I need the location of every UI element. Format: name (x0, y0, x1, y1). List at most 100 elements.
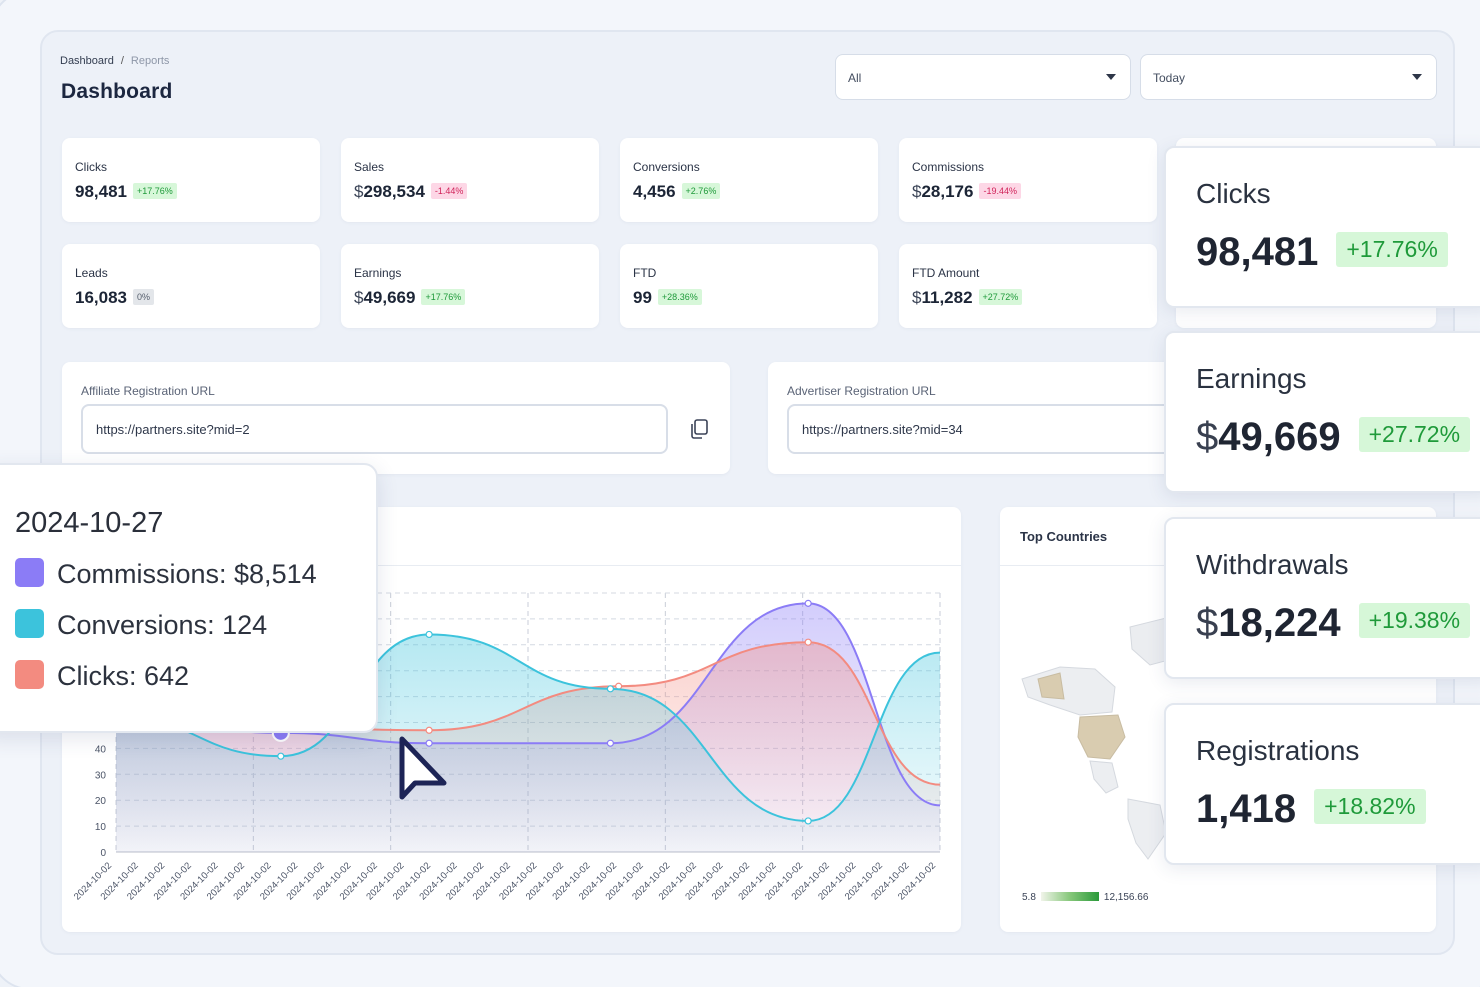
tooltip-row-conversions: Conversions: 124 (15, 609, 267, 641)
stat-value: $49,669 +17.76% (354, 288, 466, 308)
stat-label: FTD Amount (912, 266, 980, 280)
map-color-scale: 5.8 12,156.66 (1022, 892, 1148, 903)
map-region-mexico[interactable] (1089, 760, 1119, 794)
stat-label: Leads (75, 266, 108, 280)
stat-change-badge: -1.44% (430, 183, 468, 199)
stat-label: Commissions (912, 160, 985, 174)
highlight-value: 1,418 +18.82% (1196, 787, 1426, 832)
stat-value: $298,534 -1.44% (354, 182, 468, 202)
affiliate-url-field[interactable]: https://partners.site?mid=2 (81, 404, 668, 454)
stat-value: 16,083 0% (75, 288, 155, 308)
filter-select-period[interactable]: Today (1140, 54, 1437, 100)
stat-change-badge: +17.76% (133, 183, 177, 199)
filter-select-period-value: Today (1153, 71, 1186, 85)
map-scale-min: 5.8 (1022, 892, 1036, 903)
series-point-clicks (425, 726, 433, 734)
commissions-swatch (15, 558, 44, 587)
series-point-commissions (425, 739, 433, 747)
stat-label: Sales (354, 160, 385, 174)
highlight-card-clicks[interactable]: Clicks 98,481 +17.76% (1164, 146, 1480, 308)
map-region-usa[interactable] (1077, 714, 1126, 760)
map-region-alaska[interactable] (1037, 672, 1065, 700)
advertiser-url-field[interactable]: https://partners.site?mid=34 (787, 404, 1187, 454)
map-region-south-america[interactable] (1127, 798, 1167, 860)
highlight-value: $49,669 +27.72% (1196, 415, 1471, 460)
highlight-value: $18,224 +19.38% (1196, 601, 1471, 646)
stat-change-badge: +17.76% (421, 289, 466, 305)
highlight-label: Registrations (1196, 735, 1360, 766)
highlight-label: Clicks (1196, 178, 1271, 209)
chart-y-tick-label: 10 (95, 822, 107, 833)
tooltip-date: 2024-10-27 (15, 507, 164, 539)
highlight-label: Withdrawals (1196, 549, 1349, 580)
conversions-swatch (15, 609, 44, 638)
overview-area-chart[interactable]: 0102030402024-10-022024-10-022024-10-022… (62, 507, 961, 932)
highlight-change-badge: +18.82% (1314, 789, 1426, 824)
stat-card-earnings[interactable]: Earnings $49,669 +17.76% (341, 244, 599, 328)
series-point-conversions (277, 752, 285, 760)
stat-value: $11,282 +27.72% (912, 288, 1023, 308)
breadcrumb-current: Reports (130, 55, 170, 67)
stat-value: 98,481 +17.76% (75, 182, 177, 202)
chart-tooltip: 2024-10-27 Commissions: $8,514 Conversio… (0, 463, 378, 733)
affiliate-registration-card: Affiliate Registration URL https://partn… (62, 362, 730, 474)
highlight-card-earnings[interactable]: Earnings $49,669 +27.72% (1164, 331, 1480, 493)
stat-value: $28,176 -19.44% (912, 182, 1021, 202)
chart-card-divider (62, 565, 961, 566)
top-countries-title: Top Countries (1020, 529, 1108, 544)
highlight-value: 98,481 +17.76% (1196, 230, 1448, 275)
highlight-card-registrations[interactable]: Registrations 1,418 +18.82% (1164, 703, 1480, 865)
stat-card-clicks[interactable]: Clicks 98,481 +17.76% (62, 138, 320, 222)
stat-value: 4,456 +2.76% (633, 182, 721, 202)
map-scale-max: 12,156.66 (1103, 892, 1149, 903)
advertiser-url-label: Advertiser Registration URL (787, 384, 936, 398)
breadcrumb: Dashboard / Reports (60, 55, 169, 67)
highlight-change-badge: +27.72% (1358, 417, 1471, 452)
stat-card-sales[interactable]: Sales $298,534 -1.44% (341, 138, 599, 222)
affiliate-url-label: Affiliate Registration URL (81, 384, 215, 398)
chart-y-tick-label: 0 (100, 848, 106, 859)
highlight-card-withdrawals[interactable]: Withdrawals $18,224 +19.38% (1164, 517, 1480, 679)
tooltip-row-commissions: Commissions: $8,514 (15, 558, 317, 590)
series-point-commissions (804, 599, 812, 607)
chart-y-tick-label: 40 (95, 744, 107, 755)
filter-select-primary-value: All (848, 71, 862, 85)
series-point-conversions (606, 685, 615, 693)
chart-y-tick-label: 30 (95, 770, 107, 781)
map-region-canada[interactable] (1021, 666, 1116, 716)
chevron-down-icon (1106, 74, 1116, 80)
highlight-change-badge: +19.38% (1358, 603, 1471, 638)
stat-label: Conversions (633, 160, 700, 174)
stat-card-commissions[interactable]: Commissions $28,176 -19.44% (899, 138, 1157, 222)
stat-card-ftd[interactable]: FTD 99 +28.36% (620, 244, 878, 328)
filter-select-primary[interactable]: All (835, 54, 1131, 100)
chart-y-tick-label: 20 (95, 796, 107, 807)
stat-label: Clicks (75, 160, 107, 174)
stat-label: Earnings (354, 266, 402, 280)
breadcrumb-separator: / (120, 55, 124, 67)
advertiser-registration-card: Advertiser Registration URL https://part… (768, 362, 1188, 474)
breadcrumb-home[interactable]: Dashboard (60, 55, 114, 67)
stat-change-badge: +28.36% (657, 289, 702, 305)
stat-card-leads[interactable]: Leads 16,083 0% (62, 244, 320, 328)
stat-change-badge: -19.44% (979, 183, 1021, 199)
highlight-label: Earnings (1196, 363, 1307, 394)
chevron-down-icon (1412, 74, 1422, 80)
series-point-conversions (804, 817, 812, 825)
stat-change-badge: 0% (133, 289, 155, 305)
series-point-conversions (425, 630, 433, 639)
highlight-change-badge: +17.76% (1336, 232, 1448, 267)
map-scale-gradient (1040, 892, 1099, 901)
stat-card-ftd-amount[interactable]: FTD Amount $11,282 +27.72% (899, 244, 1157, 328)
tooltip-row-clicks: Clicks: 642 (15, 660, 189, 692)
clicks-swatch (15, 660, 44, 689)
stat-card-conversions[interactable]: Conversions 4,456 +2.76% (620, 138, 878, 222)
stat-label: FTD (633, 266, 657, 280)
series-point-clicks (804, 638, 812, 646)
series-point-commissions (606, 739, 615, 747)
stat-change-badge: +2.76% (681, 183, 721, 199)
mouse-cursor-icon (399, 736, 447, 800)
copy-icon[interactable] (688, 418, 710, 440)
stat-value: 99 +28.36% (633, 288, 702, 308)
page-title: Dashboard (61, 80, 173, 103)
